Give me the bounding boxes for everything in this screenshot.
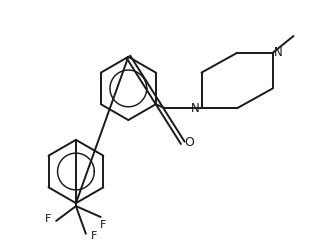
Text: F: F bbox=[91, 231, 97, 241]
Text: N: N bbox=[191, 102, 200, 115]
Text: O: O bbox=[185, 136, 195, 149]
Text: F: F bbox=[45, 214, 51, 224]
Text: N: N bbox=[274, 46, 283, 59]
Text: F: F bbox=[100, 220, 106, 230]
